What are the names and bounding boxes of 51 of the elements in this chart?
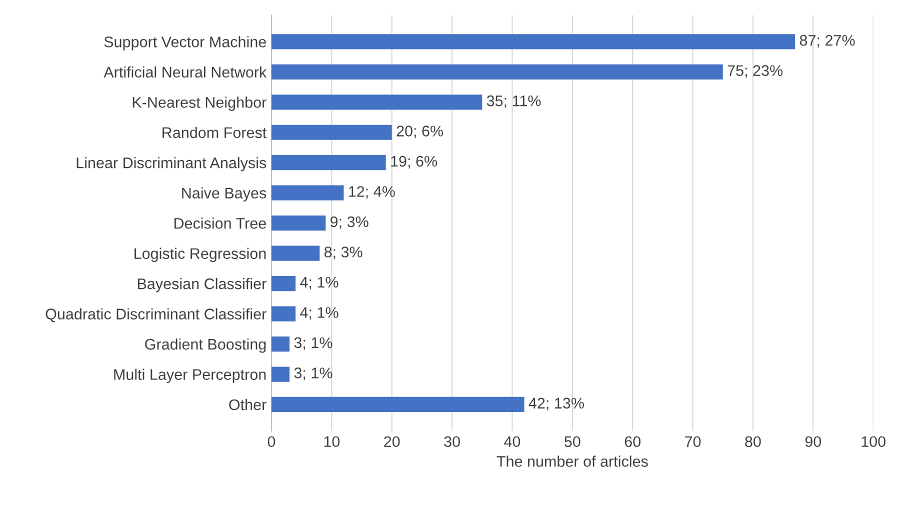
bar	[272, 64, 723, 80]
x-tick-label: 20	[384, 436, 400, 448]
x-tick-label: 70	[685, 436, 701, 448]
y-tick-label: Artificial Neural Network	[104, 66, 267, 78]
y-tick-label: Quadratic Discriminant Classifier	[46, 308, 266, 322]
x-tick-label: 10	[324, 436, 340, 448]
y-tick-label: Multi Layer Perceptron	[114, 368, 266, 383]
data-label: 20; 6%	[396, 126, 444, 138]
y-tick-label: Support Vector Machine	[104, 36, 266, 50]
y-tick-label: Other	[229, 398, 266, 410]
data-label: 19; 6%	[391, 156, 438, 169]
bar	[272, 276, 296, 292]
data-label: 12; 4%	[349, 186, 395, 199]
data-label: 3; 1%	[294, 368, 332, 380]
bar	[272, 34, 796, 50]
x-tick-label: 40	[504, 436, 520, 448]
x-tick-label: 50	[564, 436, 580, 448]
bar	[272, 246, 320, 261]
bar	[272, 124, 392, 140]
x-tick-label: 100	[862, 436, 886, 448]
y-tick-label: Random Forest	[162, 126, 267, 138]
y-tick-label: Linear Discriminant Analysis	[76, 157, 266, 172]
y-tick-label: K-Nearest Neighbor	[132, 96, 266, 111]
data-label: 4; 1%	[300, 307, 338, 320]
y-tick-label: Naive Bayes	[182, 187, 266, 202]
x-tick-label: 30	[444, 436, 460, 448]
data-label: 35; 11%	[486, 95, 541, 108]
x-tick-label: 60	[624, 436, 640, 448]
y-tick-label: Logistic Regression	[134, 248, 266, 262]
data-label: 42; 13%	[528, 398, 584, 410]
bar	[272, 396, 524, 412]
bar	[272, 185, 344, 200]
x-tick-label: 90	[805, 436, 822, 448]
bar	[272, 216, 326, 231]
data-label: 3; 1%	[294, 337, 332, 350]
data-label: 75; 23%	[728, 65, 783, 78]
y-tick-label: Bayesian Classifier	[138, 278, 266, 292]
y-tick-label: Gradient Boosting	[145, 338, 266, 353]
bar	[272, 94, 482, 110]
x-tick-label: 80	[745, 436, 761, 448]
data-label: 8; 3%	[324, 246, 362, 260]
data-label: 9; 3%	[330, 216, 368, 229]
x-tick-label: 0	[268, 436, 276, 448]
bar	[272, 155, 386, 170]
bar	[272, 306, 296, 322]
data-label: 87; 27%	[800, 34, 855, 48]
x-axis-title: The number of articles	[496, 456, 648, 467]
bar	[272, 366, 290, 382]
bar	[272, 336, 290, 352]
data-label: 4; 1%	[300, 276, 338, 290]
y-tick-label: Decision Tree	[174, 218, 266, 229]
